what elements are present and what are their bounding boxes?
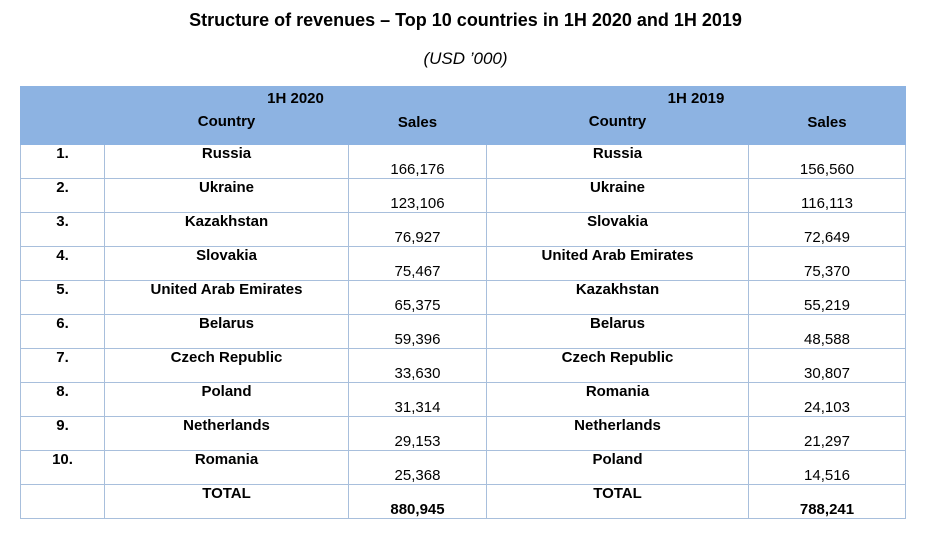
country-2019-cell: Czech Republic: [486, 348, 749, 383]
country-2019-cell: Russia: [486, 144, 749, 179]
country-2019-cell: Romania: [486, 382, 749, 417]
country-2019-cell: Belarus: [486, 314, 749, 349]
header-row: 1H 2020 Country Sales 1H 2019 Country Sales: [20, 86, 906, 145]
country-2019-cell: Slovakia: [486, 212, 749, 247]
country-2019-cell: Poland: [486, 450, 749, 485]
sales-2020-cell: 31,314: [348, 382, 487, 417]
sales-2019-cell: 116,113: [748, 178, 906, 213]
rank-cell: 2.: [20, 178, 105, 213]
rank-cell: 6.: [20, 314, 105, 349]
country-2020-cell: Netherlands: [104, 416, 349, 451]
unit-subtitle: (USD ’000): [423, 49, 508, 68]
table-row: 8. Poland 31,314 Romania 24,103: [20, 382, 906, 417]
header-country-2019: 1H 2019 Country: [486, 86, 749, 145]
country-header-2019: Country: [588, 113, 647, 130]
sales-2020-cell: 29,153: [348, 416, 487, 451]
period-2019-label: 1H 2019: [667, 90, 725, 107]
rank-cell: 8.: [20, 382, 105, 417]
sales-2020-cell: 25,368: [348, 450, 487, 485]
sales-2020-cell: 65,375: [348, 280, 487, 315]
sales-header-2019: Sales: [748, 86, 906, 145]
sales-2019-cell: 30,807: [748, 348, 906, 383]
total-label-2020: TOTAL: [104, 484, 349, 519]
country-2019-cell: Kazakhstan: [486, 280, 749, 315]
table-row: 3. Kazakhstan 76,927 Slovakia 72,649: [20, 212, 906, 247]
sales-2020-cell: 123,106: [348, 178, 487, 213]
country-2020-cell: Czech Republic: [104, 348, 349, 383]
sales-2020-cell: 76,927: [348, 212, 487, 247]
table-row: 6. Belarus 59,396 Belarus 48,588: [20, 314, 906, 349]
country-2020-cell: Slovakia: [104, 246, 349, 281]
rank-cell: 5.: [20, 280, 105, 315]
country-2019-cell: Ukraine: [486, 178, 749, 213]
country-2020-cell: Kazakhstan: [104, 212, 349, 247]
sales-2019-cell: 75,370: [748, 246, 906, 281]
sales-2019-cell: 24,103: [748, 382, 906, 417]
sales-2020-cell: 166,176: [348, 144, 487, 179]
table-row: 2. Ukraine 123,106 Ukraine 116,113: [20, 178, 906, 213]
total-label-2019: TOTAL: [486, 484, 749, 519]
country-2020-cell: Russia: [104, 144, 349, 179]
sales-2019-cell: 55,219: [748, 280, 906, 315]
country-2020-cell: Romania: [104, 450, 349, 485]
sales-header-2020: Sales: [348, 86, 487, 145]
page-title: Structure of revenues – Top 10 countries…: [189, 10, 742, 30]
country-2019-cell: United Arab Emirates: [486, 246, 749, 281]
rank-cell: 3.: [20, 212, 105, 247]
table-body: 1H 2020 Country Sales 1H 2019 Country Sales 1…: [20, 86, 906, 519]
sales-2020-cell: 59,396: [348, 314, 487, 349]
country-2019-cell: Netherlands: [486, 416, 749, 451]
rank-cell: 7.: [20, 348, 105, 383]
rank-cell: 9.: [20, 416, 105, 451]
sales-2019-cell: 72,649: [748, 212, 906, 247]
sales-2020-cell: 75,467: [348, 246, 487, 281]
sales-2020-cell: 33,630: [348, 348, 487, 383]
table-row: 7. Czech Republic 33,630 Czech Republic 30,8…: [20, 348, 906, 383]
rank-cell: 4.: [20, 246, 105, 281]
table-row: 1. Russia 166,176 Russia 156,560: [20, 144, 906, 179]
country-header-2020: Country: [197, 113, 256, 130]
rank-cell: 1.: [20, 144, 105, 179]
country-2020-cell: Ukraine: [104, 178, 349, 213]
country-2020-cell: Belarus: [104, 314, 349, 349]
revenue-table: 1H 2020 Country Sales 1H 2019 Country Sales 1…: [20, 86, 906, 519]
table-row: 5. United Arab Emirates 65,375 Kazakhstan 55…: [20, 280, 906, 315]
sales-2019-cell: 14,516: [748, 450, 906, 485]
sales-2019-cell: 156,560: [748, 144, 906, 179]
total-row: TOTAL 880,945 TOTAL 788,241: [20, 484, 906, 519]
table-row: 10. Romania 25,368 Poland 14,516: [20, 450, 906, 485]
total-rank-cell: [20, 484, 105, 519]
table-row: 9. Netherlands 29,153 Netherlands 21,297: [20, 416, 906, 451]
total-sales-2019: 788,241: [748, 484, 906, 519]
rank-cell: 10.: [20, 450, 105, 485]
period-2020-label: 1H 2020: [267, 90, 324, 107]
table-row: 4. Slovakia 75,467 United Arab Emirates 75,3…: [20, 246, 906, 281]
header-rank-cell: [20, 86, 105, 145]
country-2020-cell: United Arab Emirates: [104, 280, 349, 315]
country-2020-cell: Poland: [104, 382, 349, 417]
total-sales-2020: 880,945: [348, 484, 487, 519]
header-country-2020: 1H 2020 Country: [104, 86, 349, 145]
sales-2019-cell: 21,297: [748, 416, 906, 451]
sales-2019-cell: 48,588: [748, 314, 906, 349]
